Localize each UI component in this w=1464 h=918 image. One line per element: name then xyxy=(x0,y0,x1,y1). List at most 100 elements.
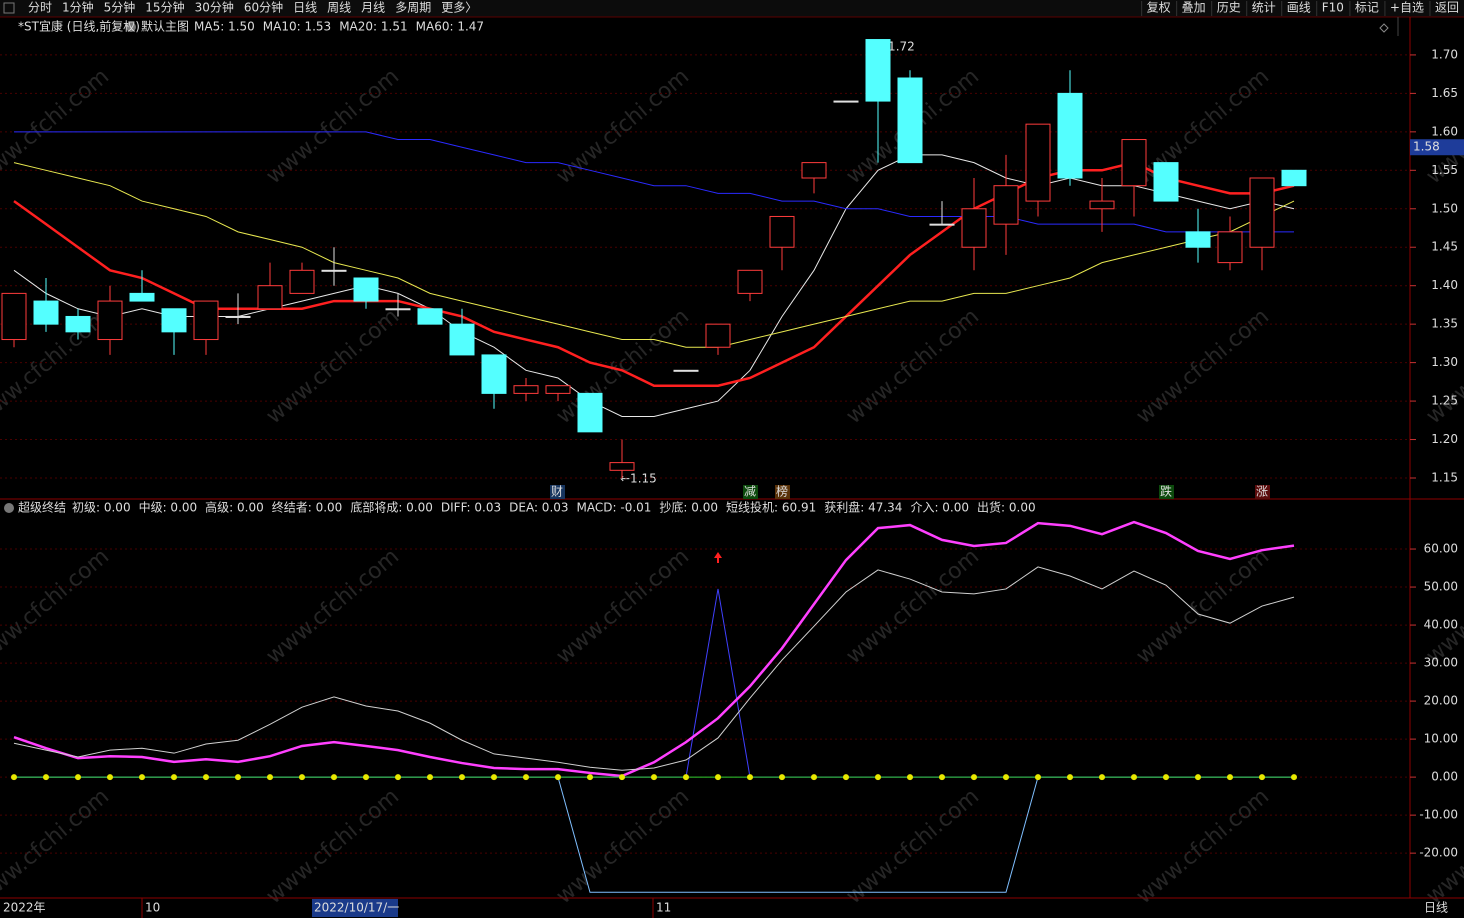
template-name[interactable]: 默认主图 xyxy=(141,19,189,34)
y-tick-label: 0.00 xyxy=(1431,770,1458,784)
legend-entry: 介入: 0.00 xyxy=(910,501,969,515)
event-box[interactable] xyxy=(1159,485,1174,499)
crosshair-date-box xyxy=(312,899,398,917)
signal-dot xyxy=(203,774,209,781)
tool-button[interactable]: F10 xyxy=(1322,1,1344,15)
period-tab[interactable]: 日线 xyxy=(293,1,317,15)
period-tab[interactable]: 分时 xyxy=(28,1,52,15)
candle-body xyxy=(769,215,795,248)
candle-body xyxy=(1249,177,1275,248)
legend-entry: 出货: 0.00 xyxy=(977,500,1036,515)
y-tick-label: 40.00 xyxy=(1424,618,1458,632)
tool-button[interactable]: 画线 xyxy=(1287,1,1311,15)
signal-dot xyxy=(651,774,657,781)
y-tick-label: 30.00 xyxy=(1424,656,1458,670)
y-tick-label: 60.00 xyxy=(1424,542,1458,556)
legend-entry: MA10: 1.53 xyxy=(263,20,331,34)
signal-dot xyxy=(555,774,561,781)
y-tick-label: 1.20 xyxy=(1431,432,1458,446)
y-tick-label: 1.45 xyxy=(1431,240,1458,254)
candle-body xyxy=(993,185,1019,225)
signal-dot xyxy=(171,774,177,781)
candle-body xyxy=(1217,231,1243,264)
tool-button[interactable]: 复权 xyxy=(1147,1,1171,15)
period-tab[interactable]: 周线 xyxy=(327,1,351,15)
period-tab[interactable]: 60分钟 xyxy=(244,0,283,15)
tool-button[interactable]: 历史 xyxy=(1217,1,1241,15)
event-marker[interactable]: 榜 xyxy=(776,484,788,499)
event-marker[interactable]: 减 xyxy=(744,485,756,499)
signal-dot xyxy=(843,774,849,781)
event-box[interactable] xyxy=(550,485,565,499)
dropdown-icon[interactable] xyxy=(126,22,136,32)
legend-entry: 抄底: 0.00 xyxy=(659,500,718,515)
candle-body xyxy=(609,462,635,471)
candle-body xyxy=(289,269,315,294)
signal-dot xyxy=(107,774,113,781)
signal-dot xyxy=(139,774,145,781)
candle-body xyxy=(737,269,763,294)
signal-dot xyxy=(811,774,817,781)
y-tick-label: 1.50 xyxy=(1431,201,1458,215)
dropdown-icon[interactable] xyxy=(4,503,14,513)
legend-entry: 短线投机: 60.91 xyxy=(726,500,816,515)
y-tick-label: 1.55 xyxy=(1431,163,1458,177)
tool-button[interactable]: 统计 xyxy=(1252,1,1276,15)
event-marker[interactable]: 财 xyxy=(551,485,563,499)
diamond-icon[interactable] xyxy=(1379,23,1389,33)
signal-dot xyxy=(1035,774,1041,781)
signal-dot xyxy=(491,774,497,781)
tool-button[interactable]: +自选 xyxy=(1390,1,1424,15)
signal-dot xyxy=(267,774,273,781)
signal-dot xyxy=(331,774,337,781)
candle-body xyxy=(385,308,411,311)
crosshair-date: 2022/10/17/一 xyxy=(314,901,399,915)
event-marker[interactable]: 涨 xyxy=(1256,484,1268,499)
signal-dot xyxy=(907,774,913,781)
period-tab[interactable]: 1分钟 xyxy=(62,0,94,15)
series-line xyxy=(13,520,1295,778)
event-box[interactable] xyxy=(775,485,790,499)
candle-body xyxy=(833,100,859,103)
event-marker[interactable]: 跌 xyxy=(1160,484,1172,499)
signal-dot xyxy=(395,774,401,781)
low-annotation: ←1.15 xyxy=(620,472,657,486)
legend-entry: MA20: 1.51 xyxy=(339,20,407,34)
signal-dot xyxy=(75,774,81,781)
signal-dot xyxy=(619,774,625,781)
time-label: 11 xyxy=(656,901,671,915)
y-tick-label: 1.35 xyxy=(1431,317,1458,331)
signal-dot xyxy=(1163,774,1169,781)
event-box[interactable] xyxy=(743,485,758,499)
legend-entry: DEA: 0.03 xyxy=(509,501,568,515)
period-tab[interactable]: 30分钟 xyxy=(195,0,234,15)
candle-body xyxy=(161,308,187,333)
y-tick-label: -10.00 xyxy=(1419,808,1458,822)
signal-dot xyxy=(875,774,881,781)
stock-name: *ST宜康 (日线,前复权) xyxy=(18,19,140,34)
event-box[interactable] xyxy=(1255,485,1270,499)
period-tab[interactable]: 月线 xyxy=(361,1,385,15)
signal-dot xyxy=(683,774,689,781)
period-tab[interactable]: 多周期 xyxy=(395,1,431,15)
period-tab[interactable]: 15分钟 xyxy=(145,0,184,15)
candle-body xyxy=(513,385,539,394)
tool-button[interactable]: 叠加 xyxy=(1182,1,1206,15)
candle-body xyxy=(193,300,219,341)
period-tab[interactable]: 5分钟 xyxy=(104,0,136,15)
menu-icon[interactable] xyxy=(3,2,15,14)
signal-dot xyxy=(1195,774,1201,781)
legend-entry: MACD: -0.01 xyxy=(577,501,652,515)
signal-dot xyxy=(299,774,305,781)
tool-button[interactable]: 标记 xyxy=(1355,1,1379,15)
candle-body xyxy=(961,208,987,248)
indicator-name[interactable]: 超级终结 xyxy=(18,500,66,515)
legend-entry: 初级: 0.00 xyxy=(72,501,131,515)
signal-dot xyxy=(1099,774,1105,781)
tool-button[interactable]: 返回 xyxy=(1435,1,1459,15)
signal-dot xyxy=(459,774,465,781)
period-tab[interactable]: 更多〉 xyxy=(441,1,477,15)
candle-body xyxy=(97,300,123,341)
